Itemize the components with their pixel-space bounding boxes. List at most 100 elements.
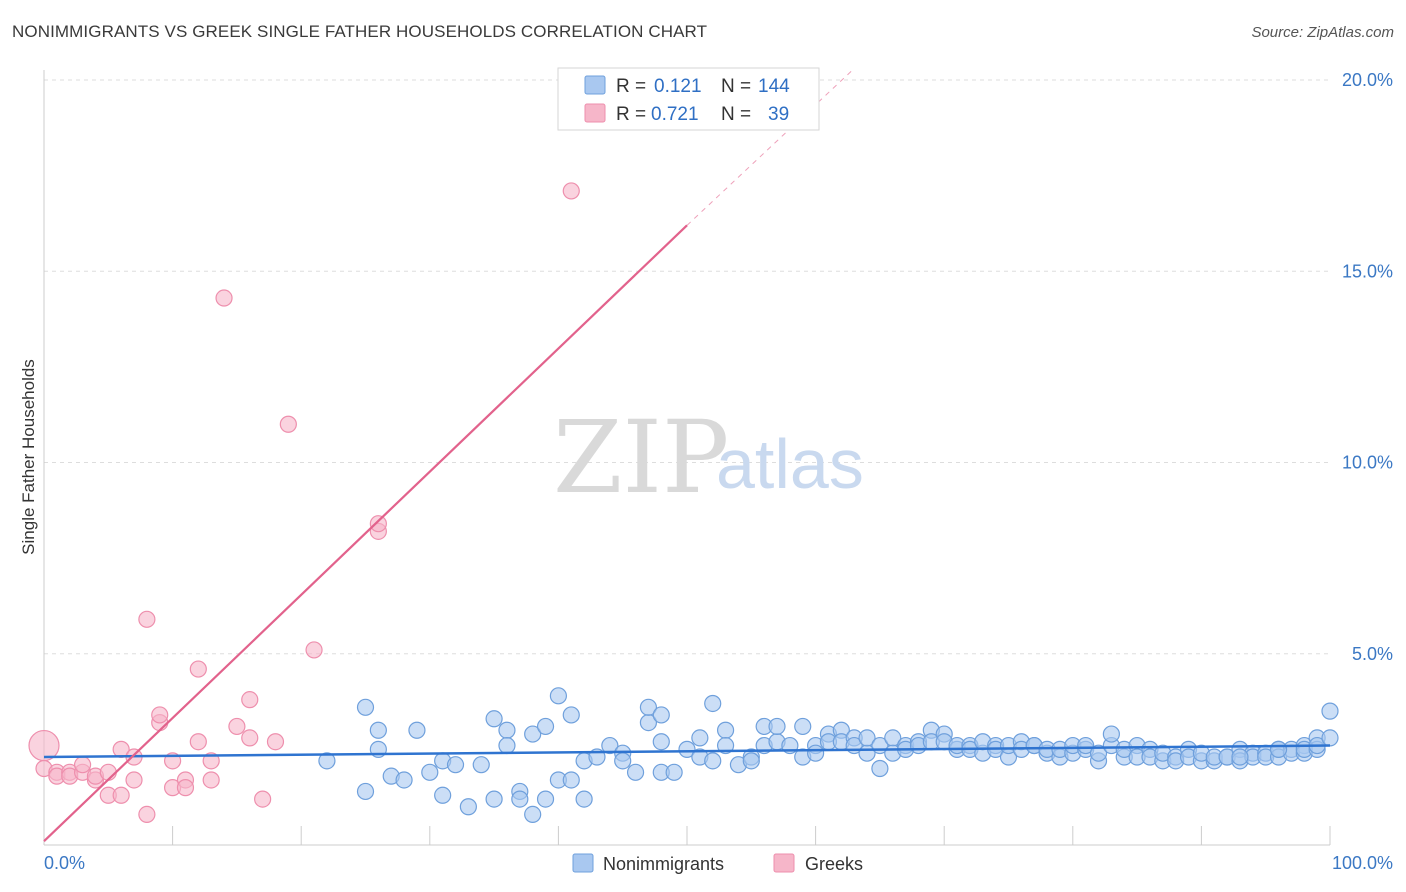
x-tick-label: 0.0% [44, 853, 85, 873]
trend-lines [43, 68, 1331, 842]
nonimmigrants-point [716, 721, 735, 739]
bottom-legend-swatch-nonimmigrants [572, 853, 594, 873]
greeks-point [266, 733, 285, 751]
nonimmigrants-point [511, 790, 529, 808]
greeks-point [112, 786, 130, 804]
nonimmigrants-point [1321, 702, 1339, 720]
nonimmigrants-point [626, 763, 645, 781]
legend-n-value-1: 144 [758, 76, 790, 97]
y-tick-label: 5.0% [1352, 644, 1393, 664]
y-tick-labels: 5.0% 10.0% 15.0% 20.0% [1342, 70, 1393, 664]
greeks-point [138, 610, 156, 628]
nonimmigrants-point [524, 725, 542, 743]
source-label: Source: ZipAtlas.com [1251, 24, 1394, 41]
nonimmigrants-point [1321, 729, 1339, 747]
nonimmigrants-point [614, 752, 632, 770]
legend-r-label-2: R = [616, 104, 646, 125]
greeks-point [279, 415, 297, 433]
nonimmigrants-point [549, 687, 568, 705]
greeks-point [125, 771, 143, 789]
nonimmigrants-point [639, 698, 658, 716]
nonimmigrants-point [794, 717, 812, 736]
y-tick-label: 20.0% [1342, 70, 1393, 90]
nonimmigrants-point [871, 759, 889, 778]
nonimmigrants-point [562, 771, 580, 789]
greeks-point [189, 733, 207, 751]
bottom-legend-swatch-greeks [773, 853, 795, 873]
greeks-point [562, 182, 580, 200]
greeks-point [369, 515, 387, 533]
grid [44, 79, 1330, 655]
x-tick-labels: 0.0% 100.0% [44, 853, 1393, 873]
greeks-point [151, 706, 169, 724]
nonimmigrants-point [652, 733, 670, 751]
greeks-point [99, 763, 117, 781]
nonimmigrants-point [768, 717, 786, 736]
x-tick-label: 100.0% [1332, 853, 1393, 873]
nonimmigrants-point [395, 771, 413, 789]
nonimmigrants-point [1089, 744, 1108, 762]
legend-r-label-1: R = [616, 76, 646, 97]
greeks-point [176, 779, 195, 797]
nonimmigrants-point [716, 736, 735, 755]
greeks-point [138, 805, 156, 824]
legend-r-value-2: 0.721 [651, 104, 699, 125]
nonimmigrants-point [498, 721, 516, 739]
nonimmigrants-point [485, 710, 503, 728]
axes [43, 70, 1331, 846]
nonimmigrants-point [369, 721, 387, 739]
greeks-point [305, 641, 323, 659]
nonimmigrants-point [562, 706, 580, 724]
nonimmigrants-point [536, 717, 555, 736]
nonimmigrants-point [472, 756, 490, 774]
bottom-legend-label-greeks: Greeks [805, 854, 863, 874]
nonimmigrants-point [678, 740, 696, 758]
legend-swatch-nonimmigrants [584, 75, 606, 95]
nonimmigrants-trend-line [43, 744, 1331, 759]
y-axis-label: Single Father Households [19, 359, 38, 555]
series-nonimmigrants [318, 687, 1339, 824]
nonimmigrants-point [601, 736, 619, 755]
nonimmigrants-point [1269, 740, 1288, 758]
nonimmigrants-point [691, 729, 709, 747]
greeks-point [202, 771, 220, 789]
y-tick-label: 10.0% [1342, 453, 1393, 473]
nonimmigrants-point [742, 752, 760, 770]
watermark-zip: ZIP [553, 399, 729, 516]
nonimmigrants-point [498, 736, 516, 755]
watermark: ZIP atlas [553, 399, 864, 516]
legend-r-value-1: 0.121 [654, 76, 702, 97]
y-tick-label: 15.0% [1342, 261, 1393, 281]
greeks-point [241, 691, 259, 709]
nonimmigrants-point [524, 805, 542, 824]
legend-swatch-greeks [584, 103, 606, 123]
nonimmigrants-point [421, 763, 439, 781]
legend-n-label-2: N = [721, 104, 751, 125]
greeks-point [215, 289, 233, 307]
chart-title: NONIMMIGRANTS VS GREEK SINGLE FATHER HOU… [12, 22, 708, 41]
series-greeks [28, 182, 580, 824]
nonimmigrants-point [1077, 736, 1095, 755]
nonimmigrants-point [408, 721, 426, 739]
nonimmigrants-point [704, 694, 722, 713]
nonimmigrants-point [356, 782, 375, 801]
nonimmigrants-point [806, 744, 825, 762]
greeks-point [73, 756, 92, 774]
greeks-point [228, 717, 246, 736]
nonimmigrants-point [858, 729, 876, 747]
nonimmigrants-point [1231, 748, 1249, 766]
nonimmigrants-point [665, 763, 683, 781]
greeks-point [189, 660, 207, 678]
nonimmigrants-point [1102, 725, 1120, 743]
nonimmigrants-point [434, 786, 452, 804]
nonimmigrants-point [356, 698, 375, 716]
nonimmigrants-point [575, 790, 593, 808]
greeks-point [241, 729, 259, 747]
nonimmigrants-point [536, 790, 555, 808]
legend-n-value-2: 39 [768, 104, 789, 125]
nonimmigrants-point [485, 790, 503, 808]
greeks-point [254, 790, 272, 808]
greeks-trend-line [43, 224, 688, 842]
nonimmigrants-point [652, 706, 670, 724]
